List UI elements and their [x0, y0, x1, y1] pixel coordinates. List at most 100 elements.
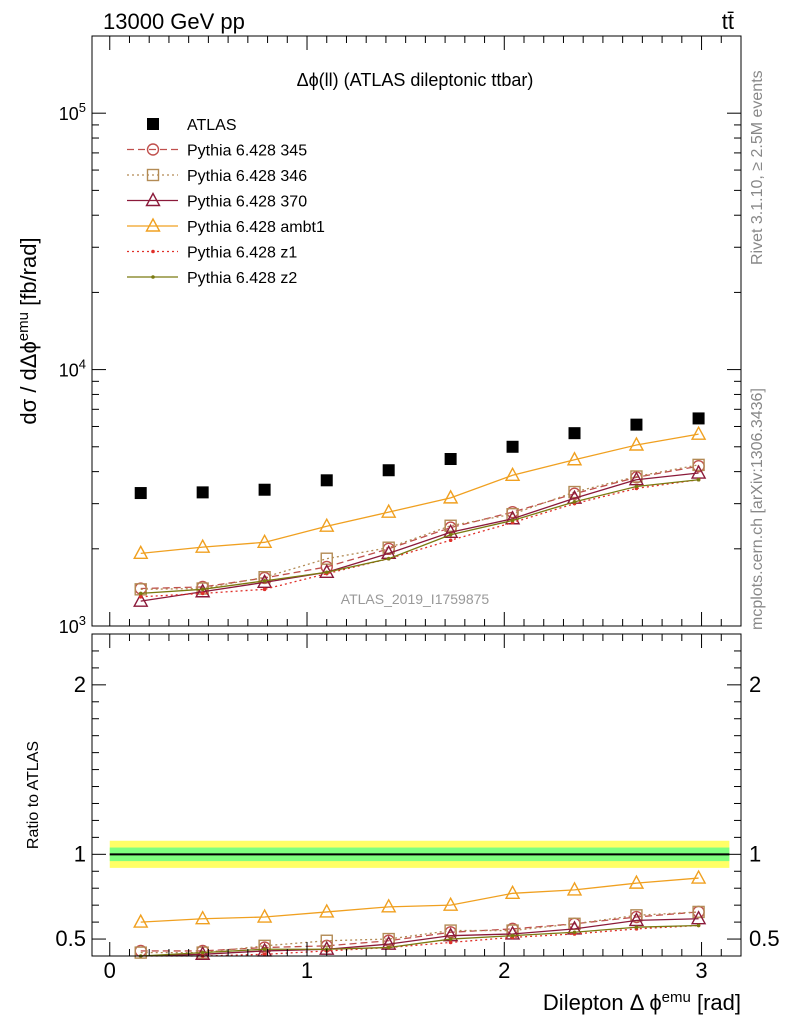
legend-item: Pythia 6.428 345	[127, 143, 307, 160]
legend-label: Pythia 6.428 z1	[187, 245, 297, 262]
series-5-point	[262, 947, 267, 952]
legend-label: Pythia 6.428 370	[187, 194, 307, 211]
legend-item: ATLAS	[147, 117, 237, 134]
series-3-point	[319, 903, 335, 918]
series-0	[134, 412, 705, 500]
series-4-line	[140, 433, 699, 555]
mcplots-label: mcplots.cern.ch [arXiv:1306.3436]	[749, 388, 766, 630]
series-3-point	[133, 592, 149, 607]
series-6-line	[140, 479, 699, 595]
atlas-data-point	[568, 427, 581, 440]
series-3-point	[442, 896, 459, 911]
x-tick-label: 3	[695, 958, 707, 983]
series-5-point	[262, 587, 267, 592]
ratio-y-tick-label-right: 0.5	[749, 926, 780, 951]
series-0	[134, 905, 705, 958]
series-5-point	[510, 933, 515, 938]
series-5	[138, 477, 701, 599]
legend-item: Pythia 6.428 z2	[127, 270, 297, 287]
x-tick-label: 1	[301, 958, 313, 983]
series-2	[134, 458, 705, 596]
legend-label: Pythia 6.428 345	[187, 143, 307, 160]
series-0-line	[140, 911, 699, 952]
series-6-point	[262, 579, 267, 583]
ratio-y-tick-label-right: 2	[749, 672, 761, 697]
ratio-panel: 0.5 0.5 1 1 2 2 0 1 2 3 Ratio to ATLAS Dilepton Δ…	[25, 633, 780, 1015]
series-5-point	[448, 937, 453, 941]
legend-item: Pythia 6.428 346	[127, 168, 307, 185]
main-frame	[91, 35, 742, 627]
main-plot-area	[133, 412, 707, 607]
main-y-tick-label: 104	[59, 357, 86, 381]
series-2-point	[444, 519, 457, 532]
series-6-point	[510, 518, 515, 523]
series-4-point	[133, 544, 149, 560]
series-4-point	[381, 503, 397, 518]
legend-marker	[151, 249, 155, 254]
series-1-point	[320, 934, 333, 947]
ratio-y-tick-label: 0.5	[55, 926, 86, 951]
main-axis-ticks: 103 104 105	[59, 35, 741, 637]
atlas-data-point	[692, 412, 705, 425]
series-4	[133, 425, 707, 560]
series-4-line	[140, 924, 699, 957]
series-3-point	[194, 583, 211, 598]
series-5-point	[200, 950, 205, 955]
atlas-data-point	[506, 440, 519, 453]
legend-marker	[151, 275, 155, 279]
plot-title: Δϕ(ll) (ATLAS dileptonic ttbar)	[297, 70, 534, 90]
series-3-point	[628, 874, 645, 889]
series-1-line	[140, 465, 699, 590]
series-4-point	[504, 466, 521, 482]
series-3-point	[381, 898, 397, 913]
series-3-line	[140, 472, 699, 602]
series-6-point	[200, 587, 205, 592]
x-tick-label: 2	[498, 958, 510, 983]
series-5	[138, 923, 701, 958]
rivet-label: Rivet 3.1.10, ≥ 2.5M events	[749, 70, 766, 265]
legend-label: Pythia 6.428 z2	[187, 270, 297, 287]
main-panel: 103 104 105 Δϕ(ll) (ATLAS dileptonic ttbar…	[15, 35, 742, 637]
ratio-axis-ticks: 0.5 0.5 1 1 2 2 0 1 2 3	[55, 633, 780, 983]
series-6-point	[386, 556, 391, 561]
series-3-line	[140, 877, 699, 923]
series-6-point	[696, 477, 701, 482]
series-3-point	[504, 884, 521, 899]
atlas-data-point	[258, 483, 271, 496]
series-3-point	[194, 910, 211, 925]
series-4-point	[262, 952, 267, 957]
series-6-point	[448, 532, 453, 537]
atlas-data-point	[630, 418, 643, 431]
main-y-axis-label: dσ / dΔϕemu [fb/rad]	[15, 237, 41, 424]
series-1-point	[134, 946, 147, 959]
atlas-data-point	[196, 486, 209, 499]
ratio-y-tick-label-right: 1	[749, 841, 761, 866]
series-4-point	[628, 436, 645, 451]
legend-item: Pythia 6.428 z1	[127, 245, 297, 262]
legend-item: Pythia 6.428 370	[127, 192, 307, 211]
series-2-line	[140, 918, 699, 957]
atlas-data-point	[134, 487, 147, 500]
main-y-tick-label: 105	[59, 100, 86, 124]
ratio-y-tick-label: 1	[74, 841, 86, 866]
legend-label: ATLAS	[187, 117, 237, 134]
series-2-point	[568, 485, 581, 499]
series-4-point	[256, 533, 273, 549]
legend-marker	[145, 217, 161, 232]
legend-marker	[145, 192, 161, 207]
series-5-point	[448, 538, 453, 543]
series-2-point	[692, 458, 705, 472]
ratio-y-axis-label: Ratio to ATLAS	[25, 741, 42, 849]
series-6-point	[324, 570, 329, 575]
ratio-y-tick-label: 2	[74, 672, 86, 697]
atlas-data-point	[444, 453, 457, 466]
series-5-line	[140, 479, 699, 598]
series-2-point	[630, 470, 643, 483]
series-5-point	[200, 591, 205, 596]
beam-label: 13000 GeV pp	[103, 9, 245, 34]
series-4-point	[448, 940, 453, 945]
series-2	[140, 910, 707, 961]
legend: ATLAS Pythia 6.428 345 Pythia 6.428 346 Pyt…	[127, 117, 325, 287]
legend-label: Pythia 6.428 346	[187, 168, 307, 185]
